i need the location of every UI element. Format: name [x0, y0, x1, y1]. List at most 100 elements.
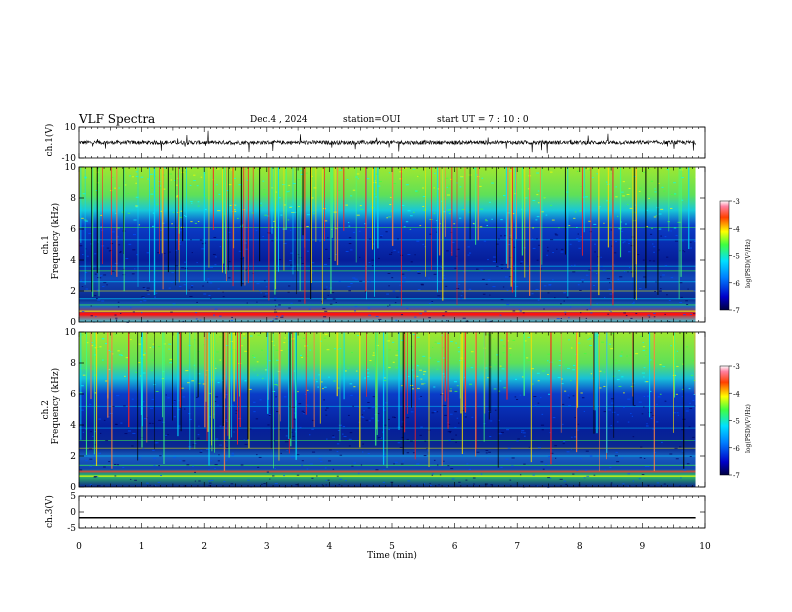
spectrogram-speckle — [446, 250, 449, 252]
spectrogram-speckle — [297, 391, 299, 393]
spectrogram-speckle — [664, 236, 667, 238]
spectrogram-speckle — [400, 339, 404, 341]
spectrogram-speckle — [628, 362, 631, 364]
spectrogram-speckle — [391, 341, 395, 343]
spectrogram-speckle — [256, 301, 258, 303]
spectrogram-speckle — [580, 392, 583, 394]
spectrogram-speckle — [561, 383, 564, 385]
spectrogram-speckle — [283, 475, 285, 477]
spectrogram-speckle — [131, 273, 135, 275]
spectrogram-speckle — [358, 230, 361, 232]
spectrogram-speckle — [336, 443, 340, 445]
spectrogram-speckle — [309, 349, 312, 351]
spectrogram-speckle — [98, 452, 102, 454]
spectrogram-speckle — [326, 349, 330, 351]
spectrogram-speckle — [664, 400, 667, 402]
spectrogram-speckle — [128, 243, 132, 245]
spectrogram-speckle — [226, 394, 228, 396]
spectrogram-speckle — [372, 396, 375, 398]
spectrogram-speckle — [598, 206, 601, 208]
spectrogram-speckle — [266, 471, 270, 473]
spectrogram-speckle — [233, 209, 236, 211]
spectrogram-speckle — [417, 289, 421, 291]
spectrogram-speckle — [625, 239, 628, 241]
spectrogram-speckle — [508, 199, 512, 201]
spectrogram-speckle — [262, 236, 265, 238]
spectrogram-speckle — [182, 320, 185, 322]
spectrogram-speckle — [417, 175, 419, 177]
spectrogram-speckle — [615, 451, 618, 453]
spectrogram-speckle — [219, 246, 222, 248]
spectrogram-speckle — [179, 230, 182, 232]
spectrogram-speckle — [564, 311, 567, 313]
spectrogram-speckle — [325, 484, 328, 486]
spectrogram-speckle — [442, 404, 444, 406]
spectrogram-speckle — [500, 219, 503, 221]
spectrogram-speckle — [450, 388, 452, 390]
spectrogram-speckle — [502, 352, 505, 354]
spectrogram-speckle — [133, 219, 137, 221]
spectrogram-speckle — [352, 405, 354, 407]
spectrogram-speckle — [155, 442, 159, 444]
spectrogram-speckle — [537, 299, 540, 301]
spectrogram-speckle — [110, 243, 114, 245]
spectrogram-speckle — [336, 366, 340, 368]
spectrogram-speckle — [386, 217, 388, 219]
spectrogram-speckle — [103, 282, 107, 284]
spectrogram-speckle — [649, 260, 652, 262]
spectrogram-speckle — [213, 314, 216, 316]
spectrogram-speckle — [343, 436, 347, 438]
spectrogram-speckle — [347, 414, 350, 416]
spectrogram-speckle — [101, 338, 105, 340]
spectrogram-speckle — [578, 368, 581, 370]
spectrogram-speckle — [173, 400, 176, 402]
spectrogram-speckle — [248, 428, 252, 430]
spectrogram-speckle — [244, 242, 247, 244]
spectrogram-speckle — [263, 280, 266, 282]
spectrogram-speckle — [681, 199, 684, 201]
spectrogram-speckle — [182, 396, 186, 398]
spectrogram-speckle — [290, 340, 294, 342]
spectrogram-speckle — [628, 187, 631, 189]
spectrogram-speckle — [641, 413, 644, 415]
spectrogram-speckle — [692, 399, 695, 401]
spectrogram-speckle — [82, 193, 86, 195]
spectrogram-speckle — [651, 243, 654, 245]
spectrogram-speckle — [377, 413, 380, 415]
spectrogram-speckle — [114, 262, 118, 264]
spectrogram-speckle — [112, 270, 115, 272]
spectrogram-speckle — [91, 368, 94, 370]
spectrogram-speckle — [489, 335, 491, 337]
spectrogram-speckle — [337, 430, 340, 432]
spectrogram-speckle — [118, 354, 122, 356]
spectrogram-speckle — [663, 483, 666, 485]
spectrogram-speckle — [490, 484, 494, 486]
spectrogram-speckle — [169, 362, 173, 364]
spectrogram-speckle — [85, 248, 87, 250]
spectrogram-speckle — [522, 312, 525, 314]
spectrogram-speckle — [100, 432, 102, 434]
spectrogram-speckle — [638, 287, 642, 289]
spectrogram-speckle — [471, 416, 474, 418]
spectrogram-speckle — [511, 465, 514, 467]
spectrogram-speckle — [412, 452, 415, 454]
spectrogram-speckle — [492, 256, 496, 258]
spectrogram-speckle — [396, 238, 400, 240]
spectrogram-speckle — [121, 211, 124, 213]
spectrogram-speckle — [509, 276, 512, 278]
spectrogram-speckle — [606, 200, 608, 202]
spectrogram-speckle — [350, 249, 353, 251]
spectrogram-speckle — [666, 294, 668, 296]
spectrogram-speckle — [673, 194, 677, 196]
spectrogram-speckle — [191, 202, 193, 204]
spectrogram-speckle — [280, 214, 283, 216]
spectrogram-speckle — [638, 401, 642, 403]
spectrogram-speckle — [625, 315, 628, 317]
spectrogram-speckle — [175, 249, 178, 251]
spectrogram-speckle — [501, 267, 503, 269]
spectrogram-speckle — [183, 214, 186, 216]
spectrogram-speckle — [146, 359, 150, 361]
colorbar-tick-label: -4 — [733, 390, 740, 398]
spectrogram-speckle — [617, 278, 620, 280]
